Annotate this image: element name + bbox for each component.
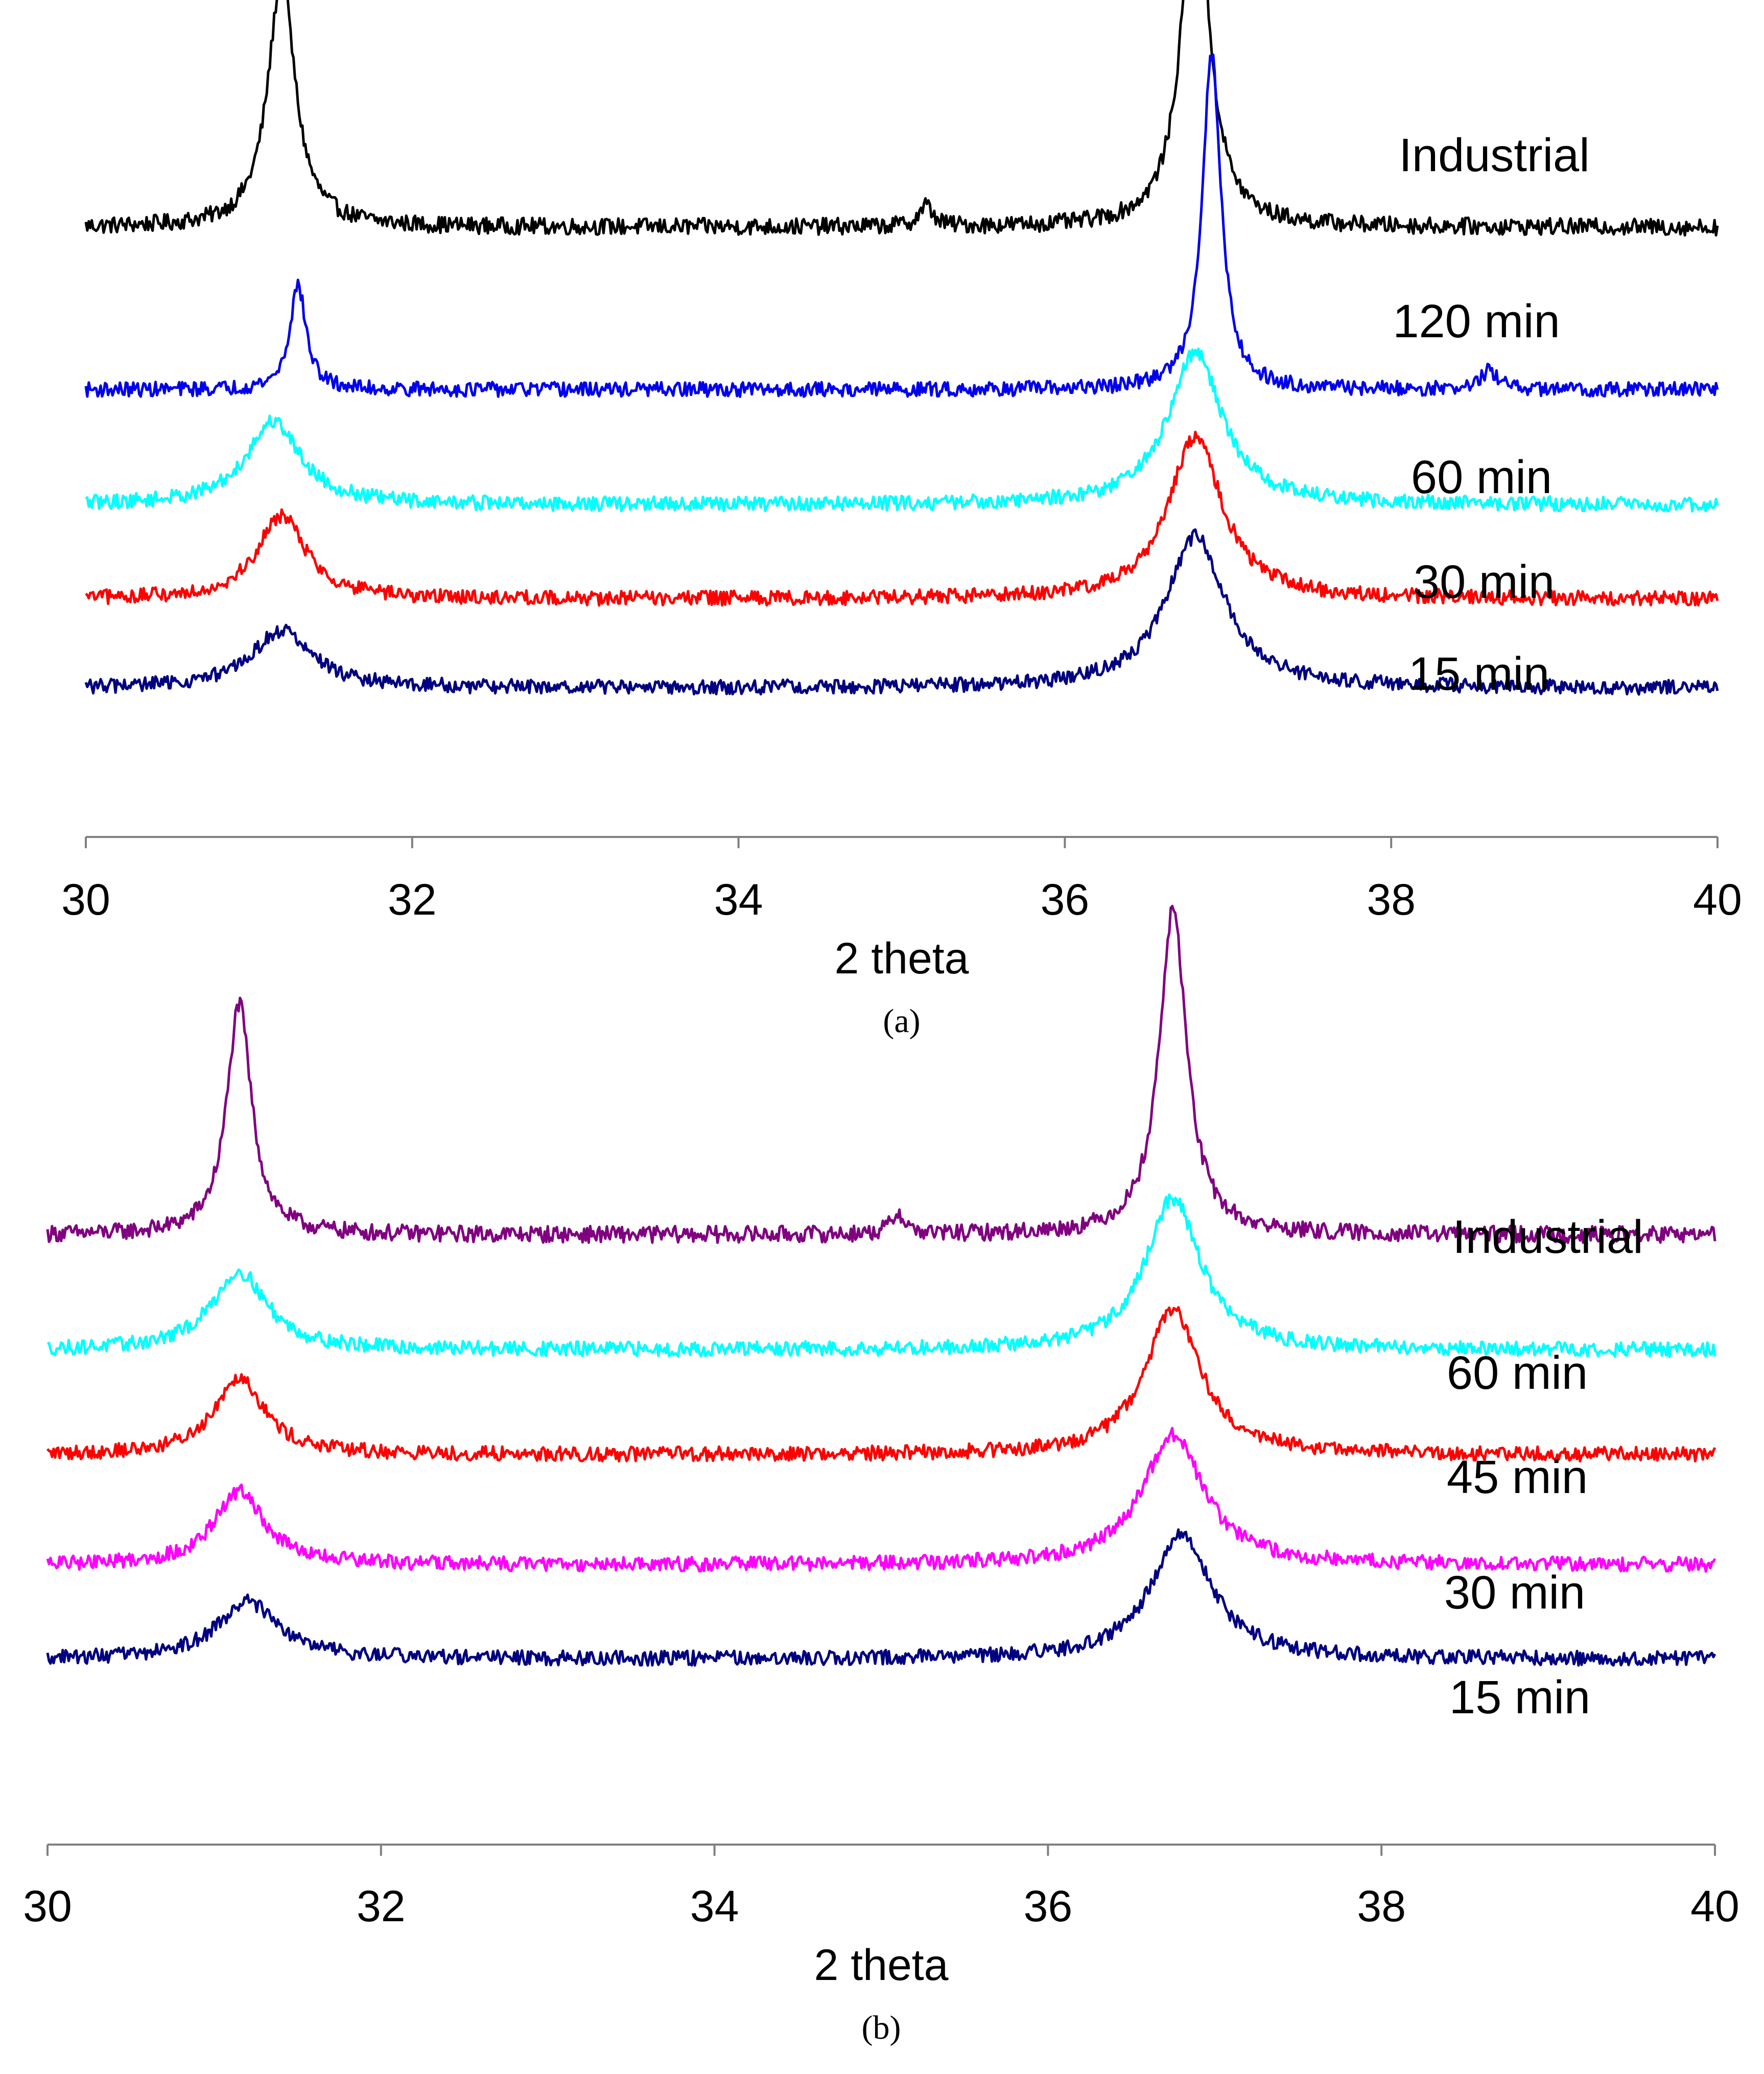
series-trace: [85, 430, 1719, 607]
x-tick-label: 34: [690, 1882, 739, 1931]
x-axis-label: 2 theta: [814, 1941, 949, 1990]
x-tick-label: 40: [1693, 875, 1742, 924]
panel-b: 30 32 34 36 38 40 2 theta (b) Industrial 60 min 45…: [23, 904, 1739, 2046]
x-tick-label: 32: [357, 1882, 406, 1931]
series-label: 120 min: [1393, 295, 1560, 347]
x-axis-label: 2 theta: [835, 934, 969, 983]
series-label: 15 min: [1408, 648, 1549, 700]
series-label: 60 min: [1447, 1347, 1588, 1399]
series-label: Industrial: [1399, 129, 1589, 181]
panel-label: (b): [862, 2009, 901, 2046]
series-label: 30 min: [1414, 556, 1555, 608]
series-label: 30 min: [1444, 1567, 1585, 1619]
x-tick-label: 38: [1367, 875, 1416, 924]
series-trace: [46, 1193, 1716, 1358]
panel-a: 30 32 34 36 38 40 2 theta (a) Industrial 120 min 6…: [61, 0, 1742, 1040]
x-tick-label: 36: [1024, 1882, 1073, 1931]
series-trace: [84, 0, 1719, 237]
series-trace: [85, 347, 1719, 513]
panel-label: (a): [883, 1003, 920, 1040]
x-tick-label: 38: [1357, 1882, 1406, 1931]
series-label: 60 min: [1411, 451, 1552, 503]
x-tick-label: 30: [61, 875, 110, 924]
x-tick-label: 40: [1690, 1882, 1739, 1931]
series-trace: [84, 528, 1719, 696]
series-trace: [84, 53, 1719, 398]
series-trace: [46, 1427, 1716, 1573]
series-trace: [46, 904, 1716, 1244]
series-trace: [46, 1306, 1716, 1463]
series-label: Industrial: [1452, 1211, 1643, 1263]
x-tick-label: 34: [714, 875, 763, 924]
x-tick-label: 36: [1041, 875, 1090, 924]
series-trace: [46, 1528, 1716, 1667]
x-tick-label: 32: [388, 875, 437, 924]
series-label: 45 min: [1447, 1451, 1588, 1503]
series-label: 15 min: [1449, 1671, 1590, 1723]
x-tick-label: 30: [23, 1882, 72, 1931]
